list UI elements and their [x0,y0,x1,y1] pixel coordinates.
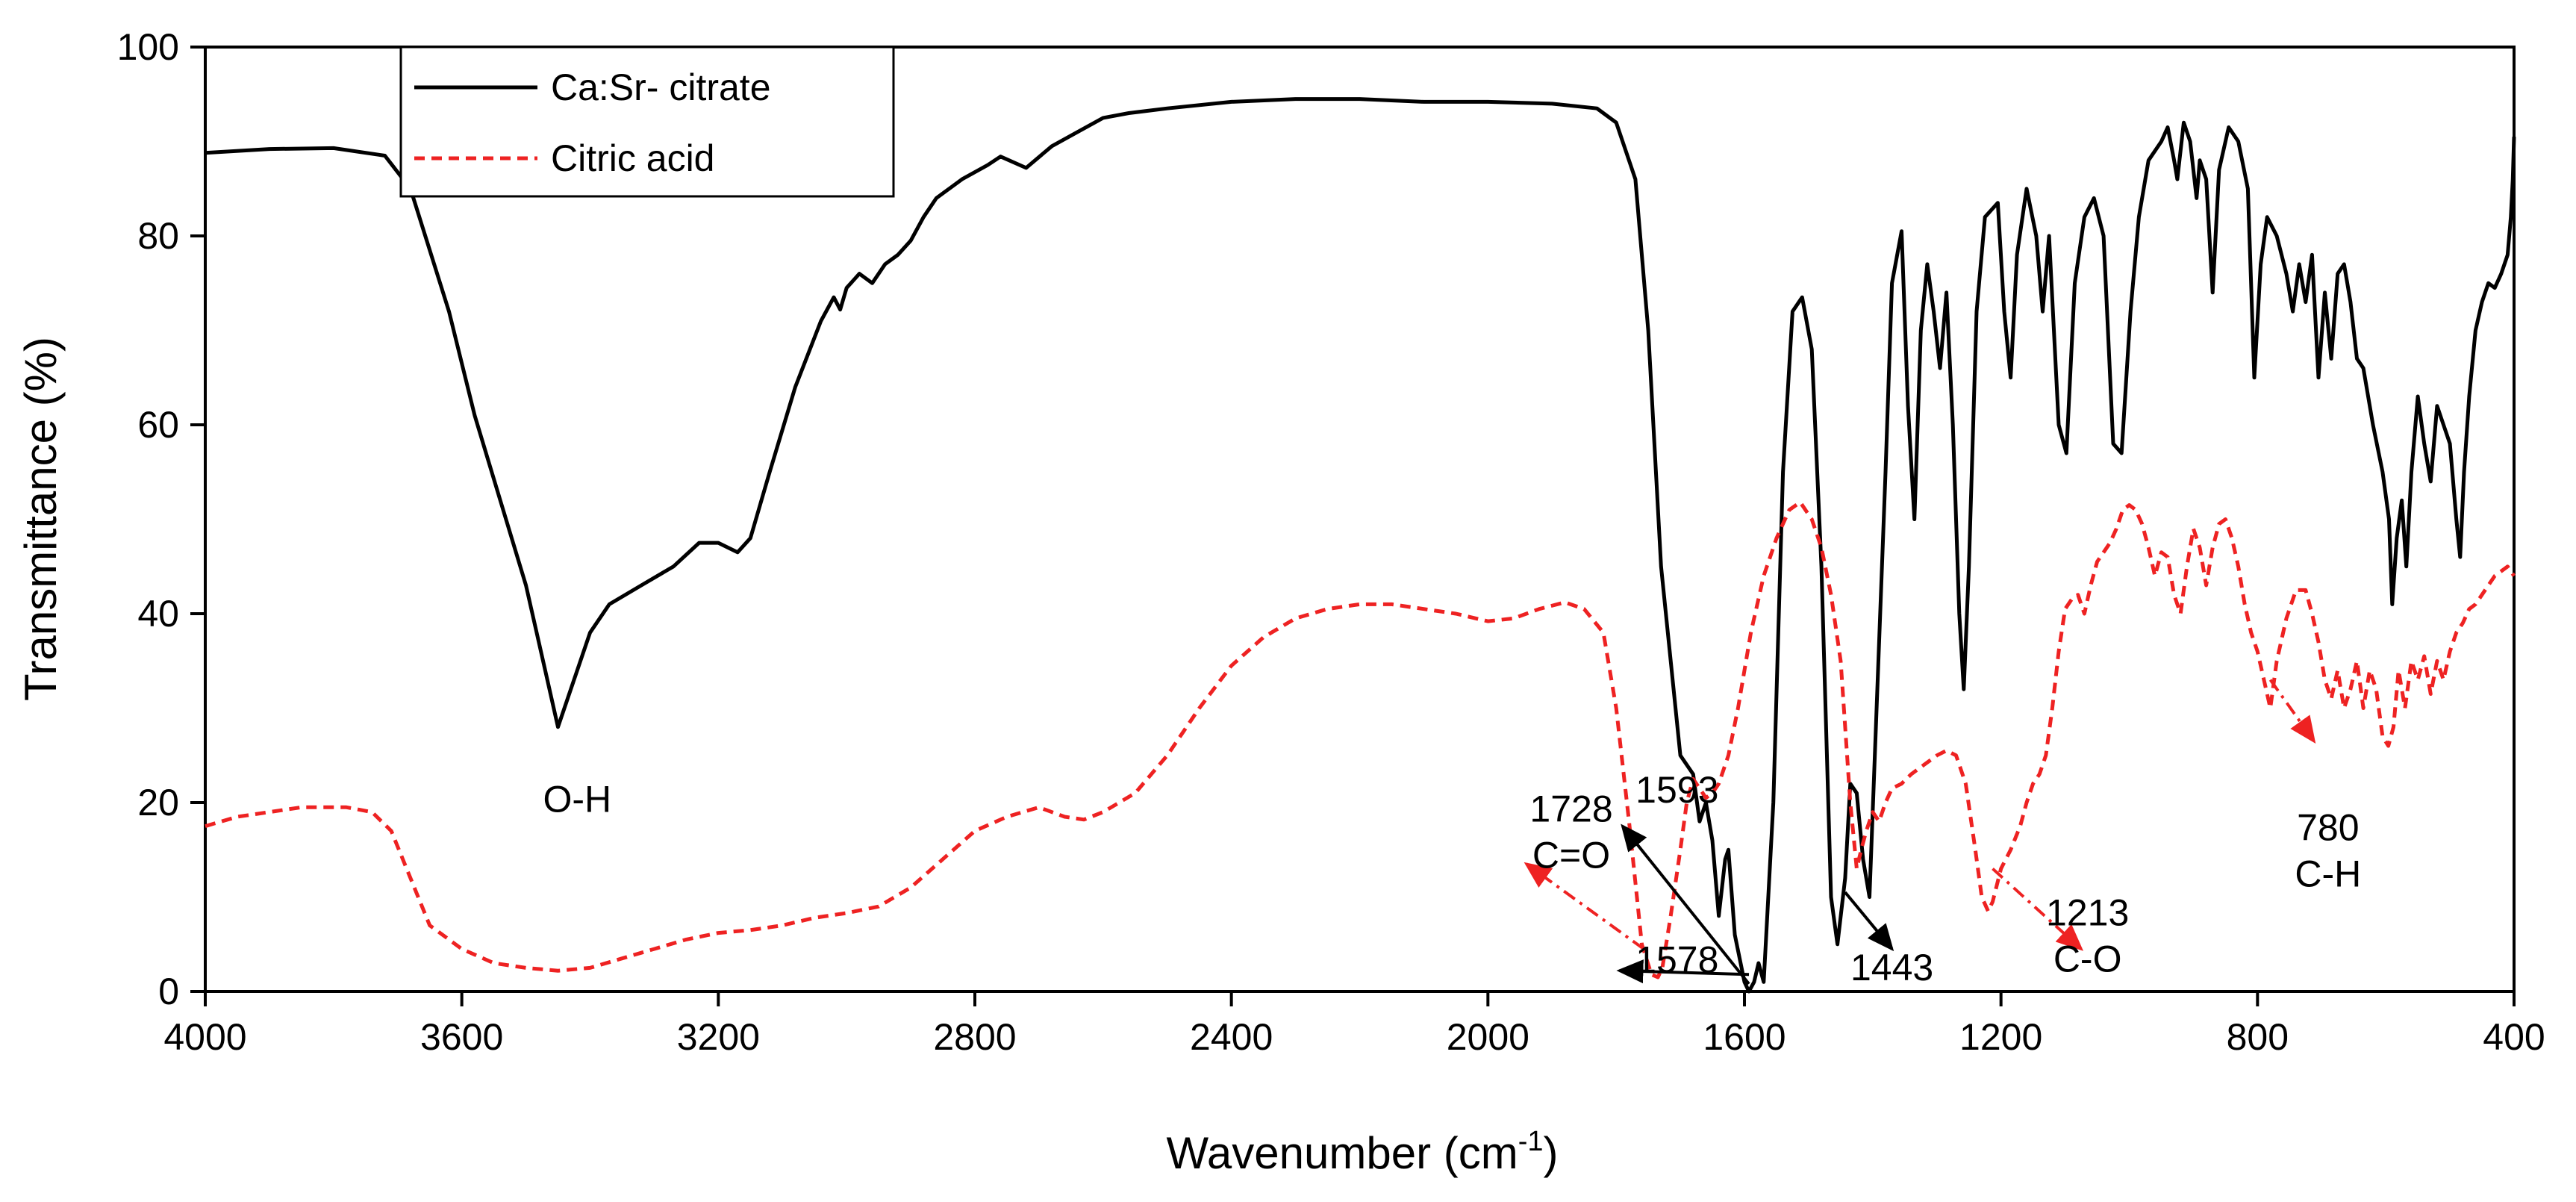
x-axis-title-main: Wavenumber (cm [1167,1128,1518,1178]
annotation-1443: 1443 [1850,947,1933,988]
annotation-line: C=O [1532,834,1610,876]
y-tick-label: 100 [117,26,179,68]
annotation-arrow [1844,891,1894,952]
y-tick-label: 20 [137,782,179,823]
annotation-line: C-O [2053,938,2122,980]
annotation-arrow [1524,862,1645,950]
legend: Ca:Sr- citrate Citric acid [399,46,895,198]
x-axis-title: Wavenumber (cm-1) [1167,1126,1559,1178]
annotation-1728: 1728 C=O [1529,788,1612,876]
axis-ticks: 4000 3600 3200 2800 2400 2000 1600 1200 800 40002… [117,26,2545,1058]
x-tick-label: 2400 [1190,1016,1273,1058]
x-tick-label: 3200 [677,1016,760,1058]
annotation-line: 1728 [1529,788,1612,829]
annotation-1593: 1593 [1635,769,1718,811]
annotation-1213: 1213 C-O [2046,891,2129,980]
x-tick-label: 4000 [163,1016,246,1058]
annotation-line: C-H [2295,853,2361,895]
data-series [205,97,2516,994]
annotation-line: 1578 [1635,939,1718,981]
annotation-o-h: O-H [543,779,611,820]
x-tick-label: 3600 [420,1016,503,1058]
x-axis-title-superscript: -1 [1518,1126,1544,1157]
y-tick-label: 60 [137,404,179,446]
annotation-line: 780 [2297,807,2359,849]
y-tick-label: 80 [137,215,179,257]
series-line-citric-acid [205,500,2516,980]
y-tick-label: 0 [158,971,179,1012]
annotation-line: 1593 [1635,769,1718,811]
annotation-arrow [1616,959,1750,984]
annotation-arrow [1621,823,1750,985]
x-tick-label: 400 [2483,1016,2545,1058]
y-tick-label: 40 [137,593,179,635]
annotation-arrow [2268,679,2316,744]
y-axis-title: Transmittance (%) [16,337,66,701]
x-tick-label: 1200 [1959,1016,2042,1058]
x-tick-label: 1600 [1703,1016,1786,1058]
x-tick-label: 800 [2227,1016,2289,1058]
x-tick-label: 2000 [1447,1016,1529,1058]
x-axis-title-close: ) [1544,1128,1559,1178]
annotation-line: 1443 [1850,947,1933,988]
annotation-780: 780 C-H [2295,807,2361,895]
annotations: O-H 1728 C=O 1593 1578 1443 1213 C-O 780 C-H [543,769,2361,988]
legend-label-citric-acid: Citric acid [551,137,714,179]
annotation-arrow [1992,868,2084,951]
legend-label-ca-sr-citrate: Ca:Sr- citrate [551,66,771,108]
legend-box [399,46,895,198]
x-tick-label: 2800 [933,1016,1016,1058]
series-line-ca-sr-citrate [205,97,2516,994]
annotation-arrows [1524,679,2316,985]
plot-frame [204,46,2516,993]
annotation-1578: 1578 [1635,939,1718,981]
annotation-line: O-H [543,779,611,820]
annotation-line: 1213 [2046,891,2129,933]
